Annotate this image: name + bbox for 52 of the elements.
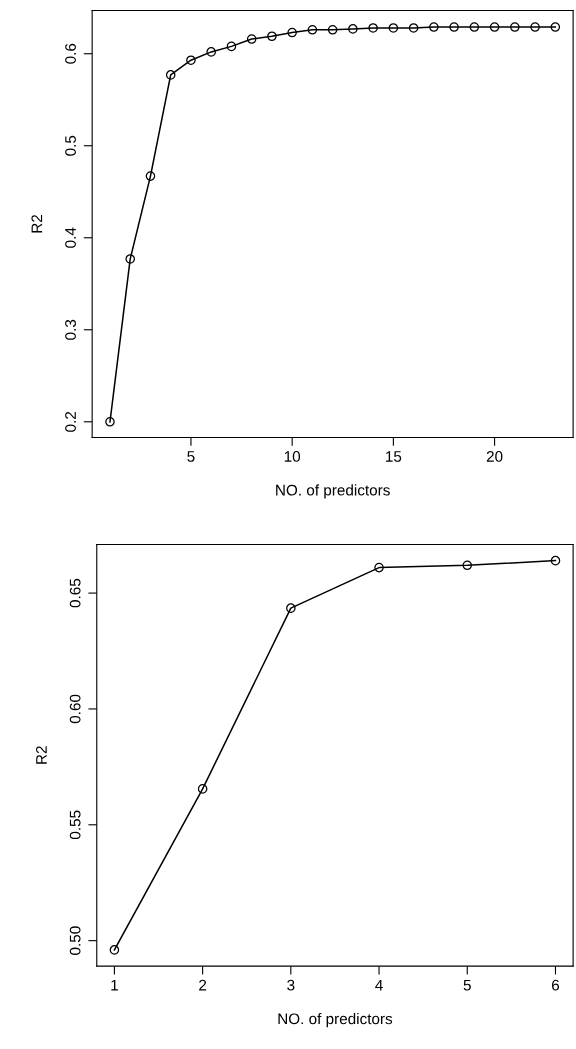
point bbox=[165, 70, 176, 80]
y-tick-label: 0.2 bbox=[65, 411, 76, 432]
y-axis-title: R2 bbox=[36, 746, 47, 764]
x-tick-label: 5 bbox=[463, 979, 471, 991]
point bbox=[510, 22, 520, 32]
point bbox=[449, 22, 459, 32]
x-tick-label: 6 bbox=[552, 979, 560, 991]
y-tick-label: 0.55 bbox=[69, 810, 81, 840]
point bbox=[550, 555, 561, 566]
point bbox=[374, 562, 384, 573]
y-tick-label: 0.5 bbox=[65, 135, 76, 156]
point bbox=[186, 55, 196, 65]
point bbox=[348, 24, 358, 34]
point bbox=[530, 22, 540, 32]
y-tick-label: 0.6 bbox=[65, 43, 76, 64]
point bbox=[125, 254, 136, 264]
point bbox=[368, 23, 378, 33]
point bbox=[462, 560, 473, 571]
point bbox=[105, 416, 115, 427]
point bbox=[226, 41, 237, 52]
point bbox=[287, 27, 297, 38]
point bbox=[206, 47, 216, 57]
point bbox=[469, 22, 480, 32]
point bbox=[408, 23, 419, 33]
x-axis-title: NO. of predictors bbox=[276, 484, 390, 499]
point bbox=[267, 31, 277, 42]
x-tick-label: 5 bbox=[187, 451, 195, 462]
y-tick-label: 0.60 bbox=[69, 694, 81, 724]
x-tick-label: 2 bbox=[199, 979, 207, 991]
x-tick-label: 20 bbox=[486, 451, 503, 462]
x-tick-label: 10 bbox=[284, 451, 301, 462]
point bbox=[197, 784, 208, 794]
point bbox=[550, 22, 561, 32]
x-tick-label: 1 bbox=[111, 979, 118, 991]
x-tick-label: 3 bbox=[287, 979, 295, 991]
point bbox=[327, 25, 338, 35]
y-tick-label: 0.65 bbox=[69, 578, 81, 608]
point bbox=[286, 603, 296, 613]
y-tick-label: 0.3 bbox=[65, 319, 76, 340]
x-tick-label: 4 bbox=[375, 979, 383, 991]
y-tick-label: 0.4 bbox=[65, 227, 76, 248]
point bbox=[246, 34, 257, 44]
point bbox=[145, 171, 156, 181]
point bbox=[307, 25, 318, 35]
x-axis-title: NO. of predictors bbox=[278, 1013, 393, 1028]
point bbox=[388, 23, 399, 33]
point bbox=[109, 945, 120, 955]
y-axis-title: R2 bbox=[31, 214, 43, 233]
point bbox=[489, 22, 500, 32]
x-tick-label: 15 bbox=[386, 451, 402, 462]
y-tick-label: 0.50 bbox=[69, 926, 81, 955]
point bbox=[429, 22, 439, 32]
